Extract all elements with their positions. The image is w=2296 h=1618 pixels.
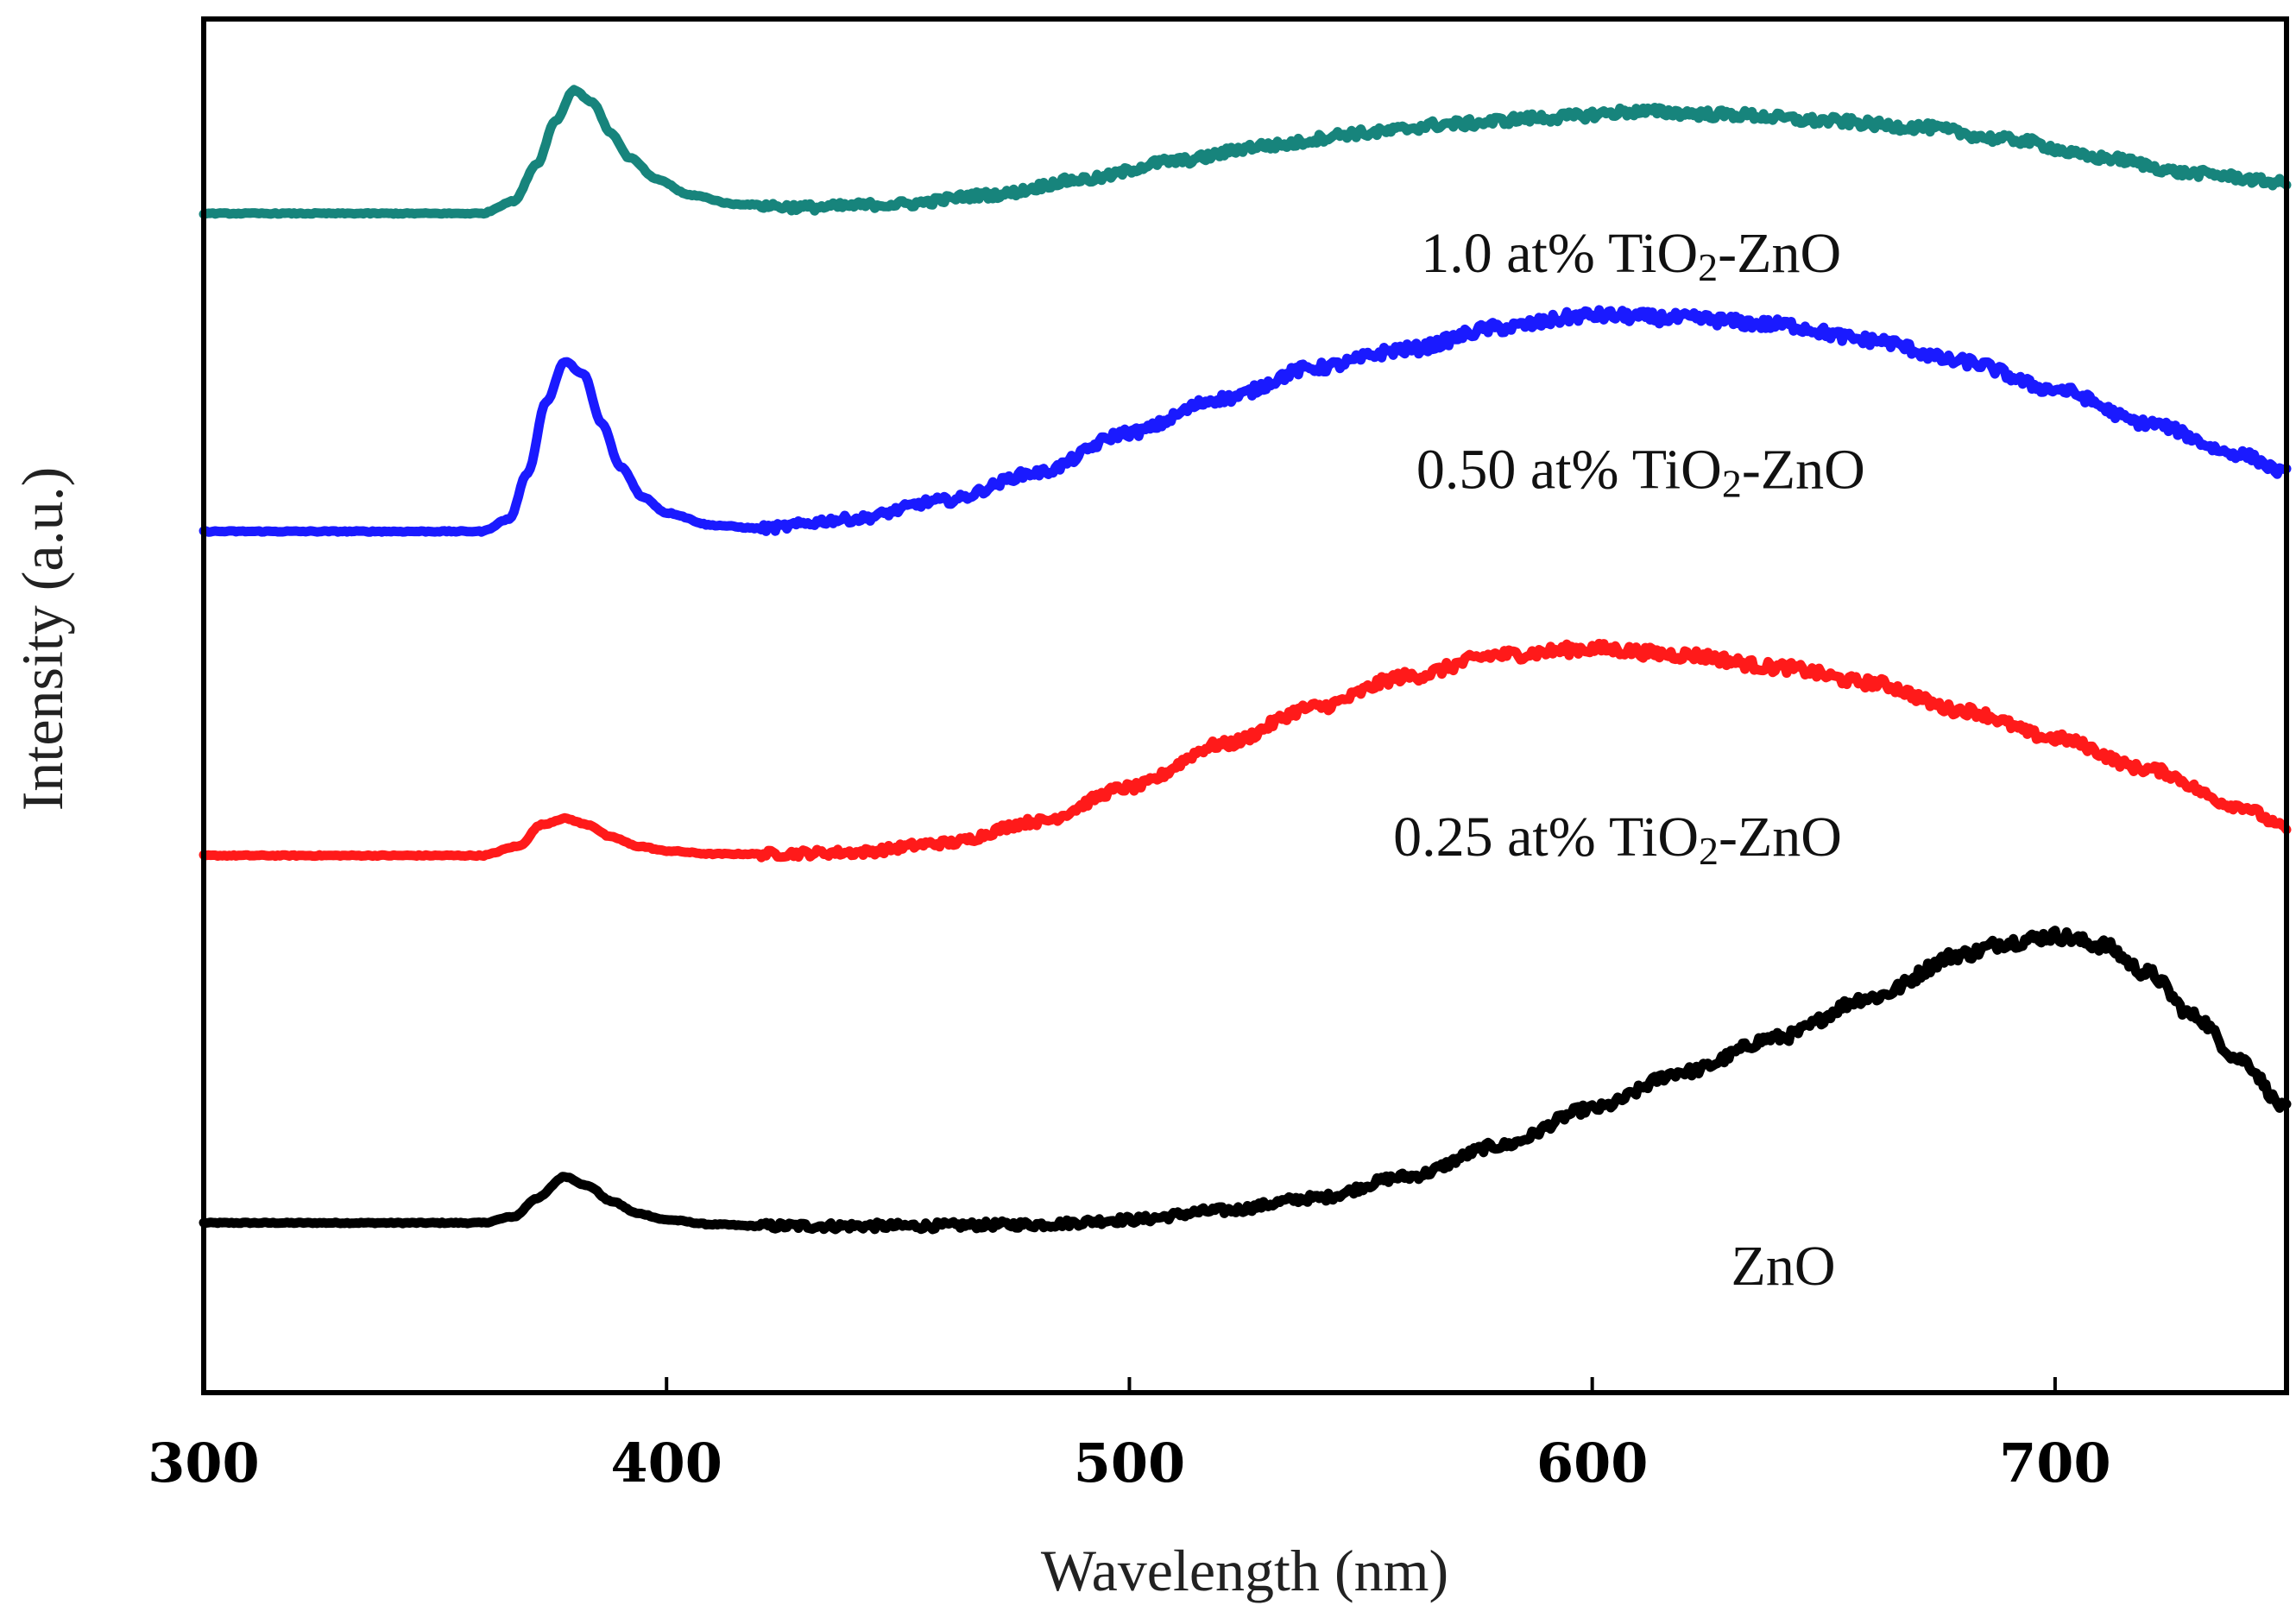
series-label: 1.0 at% TiO2-ZnO bbox=[1421, 222, 1841, 289]
series-line-1-0-at-tio2-zno bbox=[199, 85, 2292, 219]
series-line-zno bbox=[199, 926, 2292, 1235]
series-label: ZnO bbox=[1731, 1235, 1836, 1298]
x-tick-label: 600 bbox=[1536, 1432, 1648, 1495]
series-label-layer: ZnO 0.25 at% TiO2-ZnO 0.50 at% TiO2-ZnO 1.0… bbox=[1393, 222, 1865, 1298]
x-tick-label: 300 bbox=[148, 1432, 259, 1495]
series-label: 0.25 at% TiO2-ZnO bbox=[1393, 806, 1842, 873]
x-tick-label: 400 bbox=[611, 1432, 722, 1495]
series-line-0-50-at-tio2-zno bbox=[199, 305, 2292, 537]
y-axis-label: Intensity (a.u.) bbox=[9, 467, 75, 811]
plot-frame bbox=[201, 16, 2289, 1395]
series-layer bbox=[199, 85, 2292, 1235]
series-line-0-25-at-tio2-zno bbox=[199, 638, 2292, 863]
x-tick-label: 700 bbox=[1999, 1432, 2110, 1495]
x-axis-label: Wavelength (nm) bbox=[1041, 1538, 1448, 1603]
series-label: 0.50 at% TiO2-ZnO bbox=[1416, 438, 1865, 505]
x-tick-label: 500 bbox=[1074, 1432, 1185, 1495]
x-tick-layer: 300 400 500 600 700 bbox=[148, 1377, 2111, 1495]
